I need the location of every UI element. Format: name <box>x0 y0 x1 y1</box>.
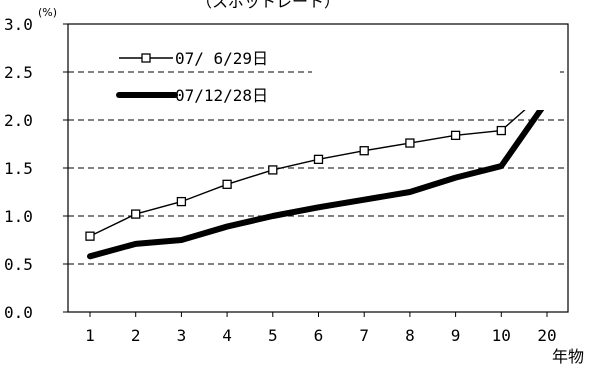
y-tick-label-1: 0.5 <box>4 255 33 274</box>
series-2-point-5 <box>318 206 319 208</box>
x-tick-label-3: 4 <box>222 326 232 345</box>
x-axis-ticks: 1 2 3 4 5 6 7 8 9 10 20 <box>85 312 557 345</box>
legend-label-series-2: 07/12/28日 <box>175 86 268 105</box>
series-2-point-8 <box>455 177 457 179</box>
x-tick-label-1: 2 <box>131 326 141 345</box>
y-tick-label-6: 3.0 <box>4 15 33 34</box>
legend-label-series-1: 07/ 6/29日 <box>175 49 268 68</box>
series-1-point-3 <box>222 179 232 189</box>
series-2-point-9 <box>500 165 502 167</box>
x-tick-label-2: 3 <box>177 326 187 345</box>
series-2-point-6 <box>363 199 365 201</box>
chart-title: （スポットレート） <box>196 0 340 11</box>
series-2-point-2 <box>180 239 182 241</box>
x-tick-label-10: 20 <box>537 326 556 345</box>
x-axis-label: 年物 <box>552 347 584 366</box>
y-tick-label-4: 2.0 <box>4 111 33 130</box>
y-tick-label-3: 1.5 <box>4 159 33 178</box>
series-1-point-9 <box>496 125 506 136</box>
series-2-point-0 <box>89 255 91 257</box>
x-tick-label-5: 6 <box>314 326 324 345</box>
series-1-point-4 <box>268 165 278 175</box>
series-2-point-7 <box>409 191 411 193</box>
series-1-point-2 <box>176 196 187 207</box>
y-tick-label-5: 2.5 <box>4 63 33 82</box>
x-tick-label-9: 10 <box>492 326 511 345</box>
legend-marker-series-1 <box>141 53 151 63</box>
series-1-point-8 <box>450 130 461 141</box>
x-tick-label-4: 5 <box>268 326 278 345</box>
y-axis-unit-label: (%) <box>38 6 57 19</box>
x-tick-label-8: 9 <box>451 326 461 345</box>
y-tick-label-0: 0.0 <box>4 303 33 322</box>
x-tick-label-7: 8 <box>405 326 415 345</box>
series-2-point-1 <box>135 243 137 245</box>
y-axis-ticks: 0.0 0.5 1.0 1.5 2.0 2.5 3.0 <box>4 15 68 322</box>
x-tick-label-6: 7 <box>359 326 369 345</box>
series-1-point-5 <box>313 154 324 165</box>
series-1-point-0 <box>85 231 95 241</box>
series-2-point-4 <box>272 215 274 217</box>
series-line-2 <box>87 97 550 260</box>
series-1-point-6 <box>359 146 369 156</box>
x-tick-label-0: 1 <box>85 326 95 345</box>
y-tick-label-2: 1.0 <box>4 207 33 226</box>
series-1-point-7 <box>405 138 415 148</box>
series-group <box>85 85 552 260</box>
series-2-point-3 <box>226 226 228 228</box>
legend: 07/ 6/29日 07/12/28日 <box>116 49 560 110</box>
series-1-point-1 <box>131 209 141 219</box>
